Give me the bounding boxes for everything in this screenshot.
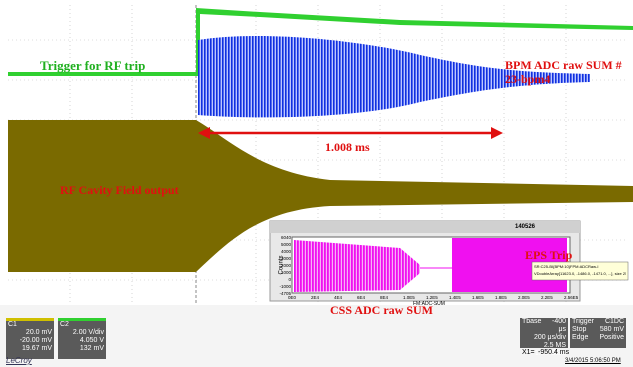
timestamp: 3/4/2015 5:06:50 PM xyxy=(565,358,621,364)
channel-line: 132 mV xyxy=(58,345,106,353)
annotation: Trigger for RF trip xyxy=(40,58,145,74)
inset-x-tick: 1.4E5 xyxy=(449,295,461,300)
inset-x-tick: 8E4 xyxy=(380,295,388,300)
inset-x-tick: 1.2E5 xyxy=(426,295,438,300)
cursor-label: X1= xyxy=(522,349,535,356)
inset-x-tick: 1.0E5 xyxy=(403,295,415,300)
inset-x-tick: 2.56E5 xyxy=(564,295,578,300)
annotation: 1.008 ms xyxy=(325,140,370,155)
inset-y-tick: 0 xyxy=(276,277,291,282)
channel-name: C1 xyxy=(6,321,54,329)
inset-x-tick: 6E4 xyxy=(357,295,365,300)
channel-line: 19.67 mV xyxy=(6,345,54,353)
channel-name: C2 xyxy=(58,321,106,329)
inset-y-tick: 6040 xyxy=(276,235,291,240)
inset-y-tick: 2000 xyxy=(276,263,291,268)
inset-id: 140526 xyxy=(515,224,535,230)
tb-title: Tbase xyxy=(520,318,543,326)
channel-line: 4.050 V xyxy=(58,337,106,345)
trig-title: Trigger xyxy=(570,318,596,326)
channel-line: 20.0 mV xyxy=(6,329,54,337)
annotation: RF Cavity Field output xyxy=(60,183,179,198)
page: {"scope":{"annotations":{"trigger":"Trig… xyxy=(0,0,633,367)
annotation: 23-bpm4 xyxy=(505,72,550,87)
tb-line: 200 μs/div xyxy=(520,334,568,342)
inset-x-tick: 1.8E5 xyxy=(495,295,507,300)
annotation: BPM ADC raw SUM # xyxy=(505,58,622,73)
trig-line: Stop xyxy=(570,326,588,334)
trig-line: Edge xyxy=(570,334,590,342)
inset-y-tick: 4000 xyxy=(276,249,291,254)
inset-y-tick: -1000 xyxy=(276,284,291,289)
inset-x-tick: 1.6E5 xyxy=(472,295,484,300)
inset-y-tick: 1000 xyxy=(276,270,291,275)
channel-line: -20.00 mV xyxy=(6,337,54,345)
tooltip-text: SR:C25-BI{BPM:10}FPM:ADCRaw-I xyxy=(534,264,598,269)
cursor-value: -950.4 ms xyxy=(538,349,569,356)
inset-x-tick: 0E0 xyxy=(288,295,296,300)
inset-x-tick: 4E4 xyxy=(334,295,342,300)
channel-line: 2.00 V/div xyxy=(58,329,106,337)
inset-x-tick: 2E4 xyxy=(311,295,319,300)
tooltip-text: VDoubleArray[11623.0, -1486.0, -1471.0, … xyxy=(534,271,626,276)
inset-x-tick: 2.0E5 xyxy=(518,295,530,300)
inset-x-label: FM:ADC-SUM xyxy=(413,301,445,307)
brand: LeCroy xyxy=(6,356,32,365)
inset-y-tick: 3000 xyxy=(276,256,291,261)
inset-x-tick: 2.2E5 xyxy=(541,295,553,300)
inset-y-tick: 5000 xyxy=(276,242,291,247)
annotation: EPS Trip xyxy=(525,248,572,263)
